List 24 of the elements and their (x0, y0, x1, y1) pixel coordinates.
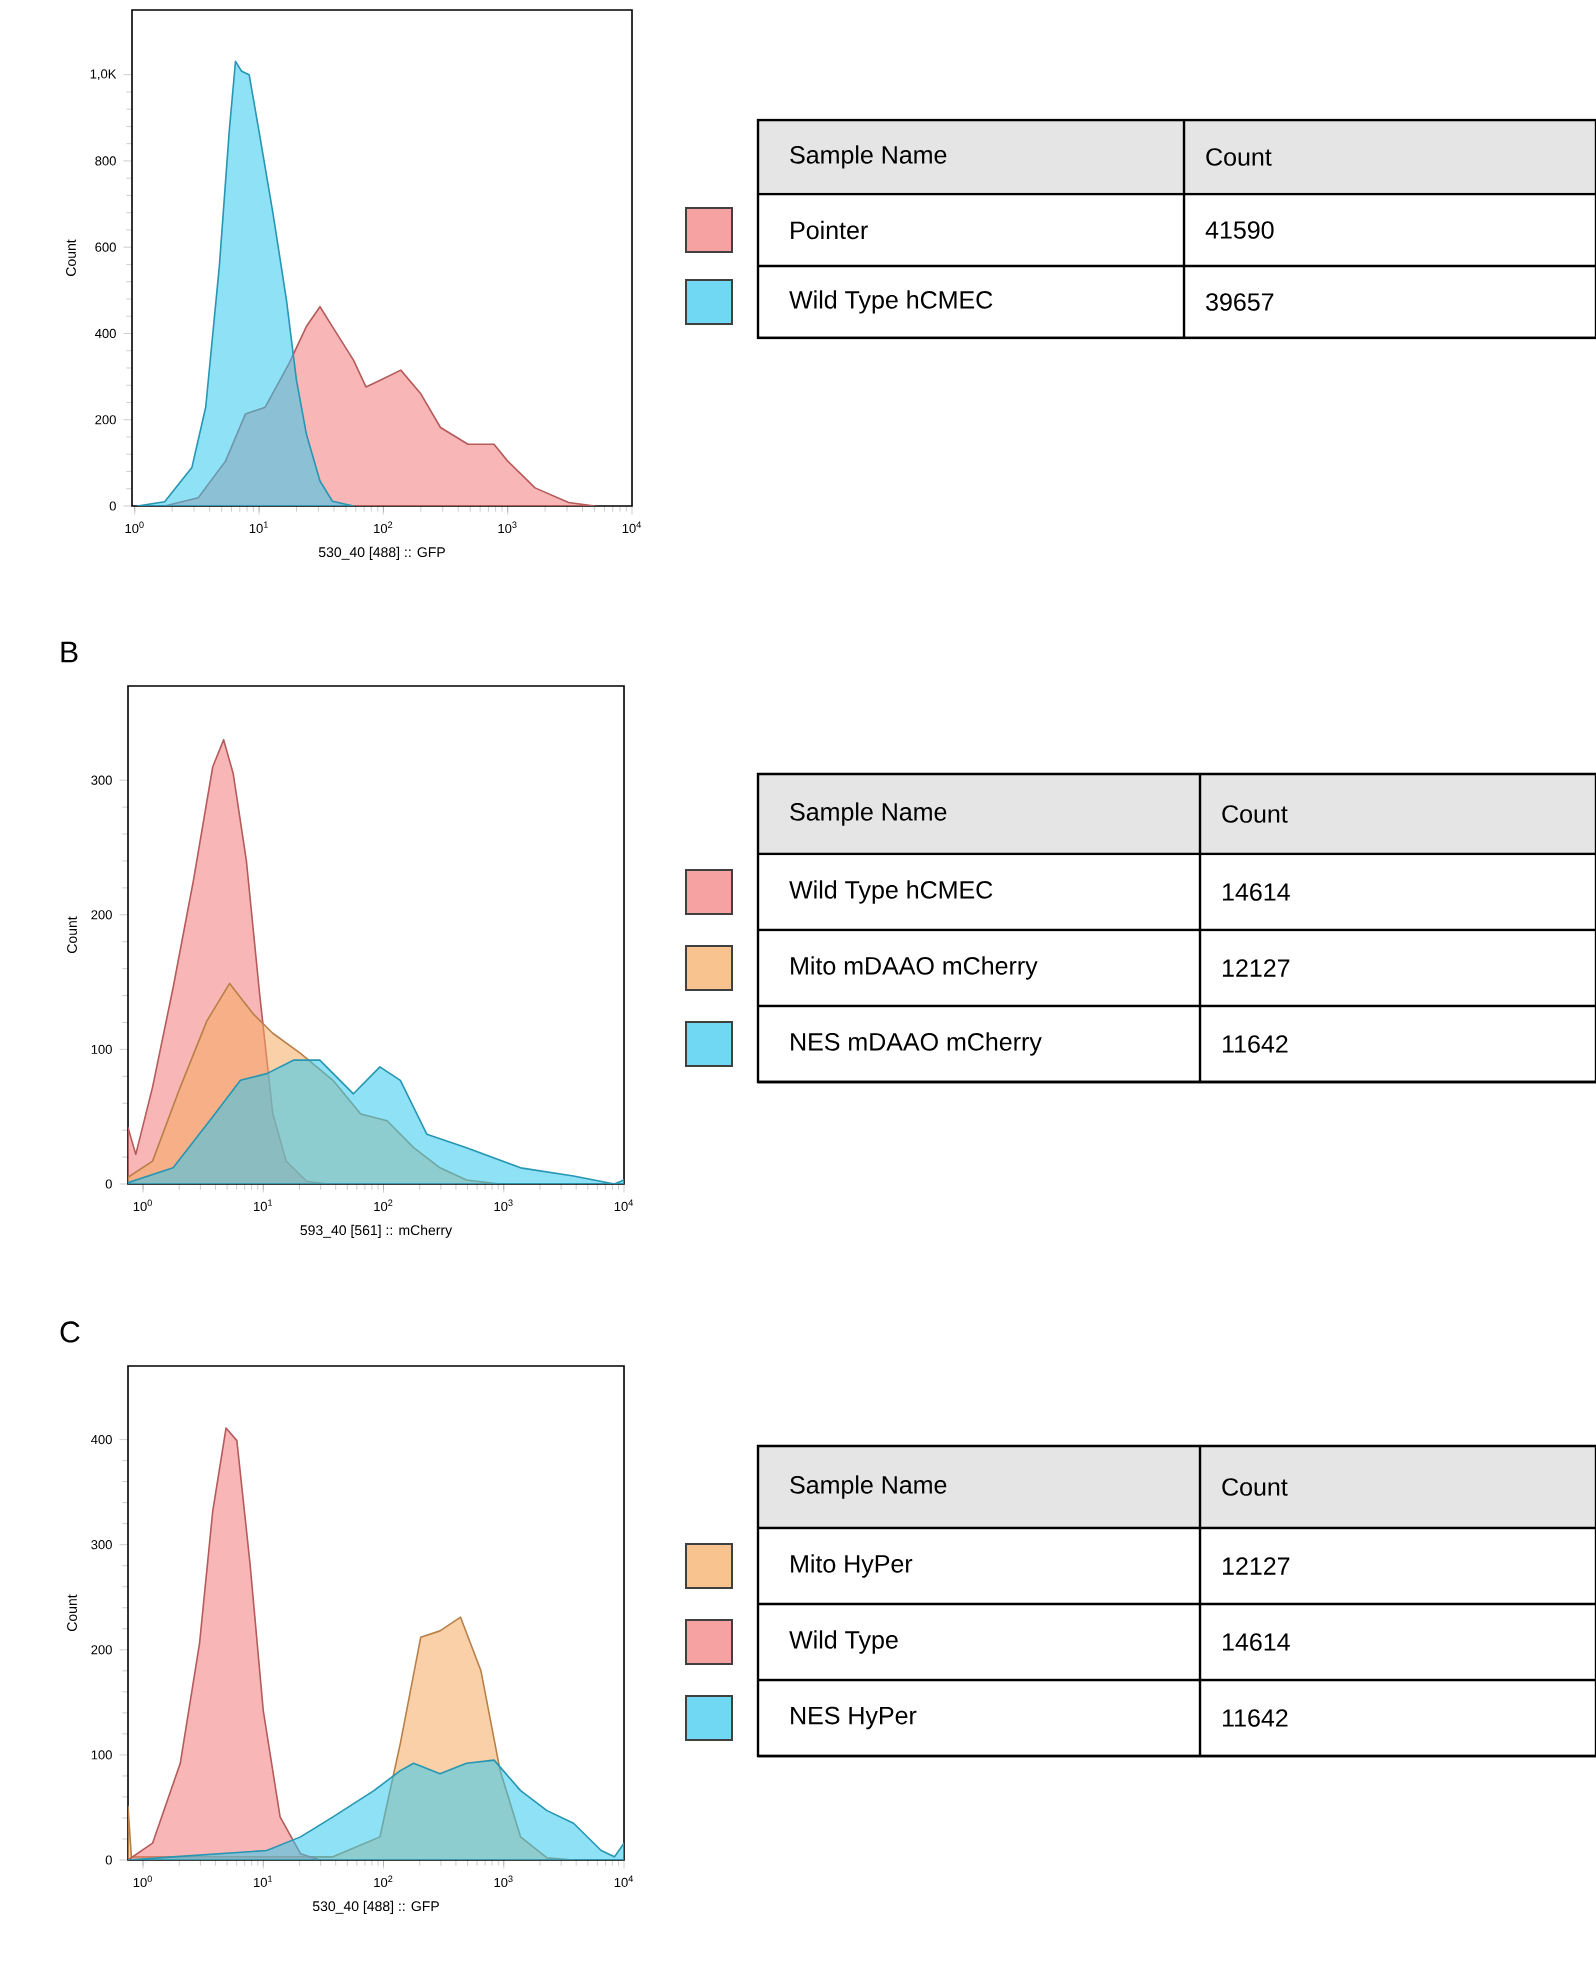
legend-label: Mito mDAAO mCherry (791, 956, 1038, 980)
text: Count (1222, 1478, 1288, 1496)
text: 11642 (1222, 1709, 1288, 1727)
legend-label: Wild Type hCMEC (789, 290, 993, 314)
legend-title: Sample Name (790, 1475, 947, 1499)
text: 14614 (1222, 1633, 1290, 1651)
text: 41590 (1205, 221, 1274, 239)
legend-label: Mito HyPer (791, 1554, 913, 1578)
text: Count (1206, 148, 1272, 166)
text: 14614 (1222, 883, 1290, 901)
legend-label: NES HyPer (791, 1706, 917, 1730)
legend-label: Wild Type hCMEC (789, 880, 993, 904)
text: 39657 (1206, 293, 1274, 311)
chart-title: C (60, 1321, 80, 1343)
legend-label: Wild Type (789, 1630, 898, 1654)
legend-title: Sample Name (790, 145, 947, 169)
text: Count (1222, 805, 1288, 823)
legend-label: NES mDAAO mCherry (791, 1032, 1042, 1056)
legend-title: Sample Name (790, 802, 947, 826)
text: 12127 (1222, 959, 1290, 977)
text: 11642 (1222, 1035, 1288, 1053)
legend-label: Pointer (791, 220, 868, 240)
chart-title: B (61, 641, 78, 663)
text: 12127 (1222, 1557, 1290, 1575)
